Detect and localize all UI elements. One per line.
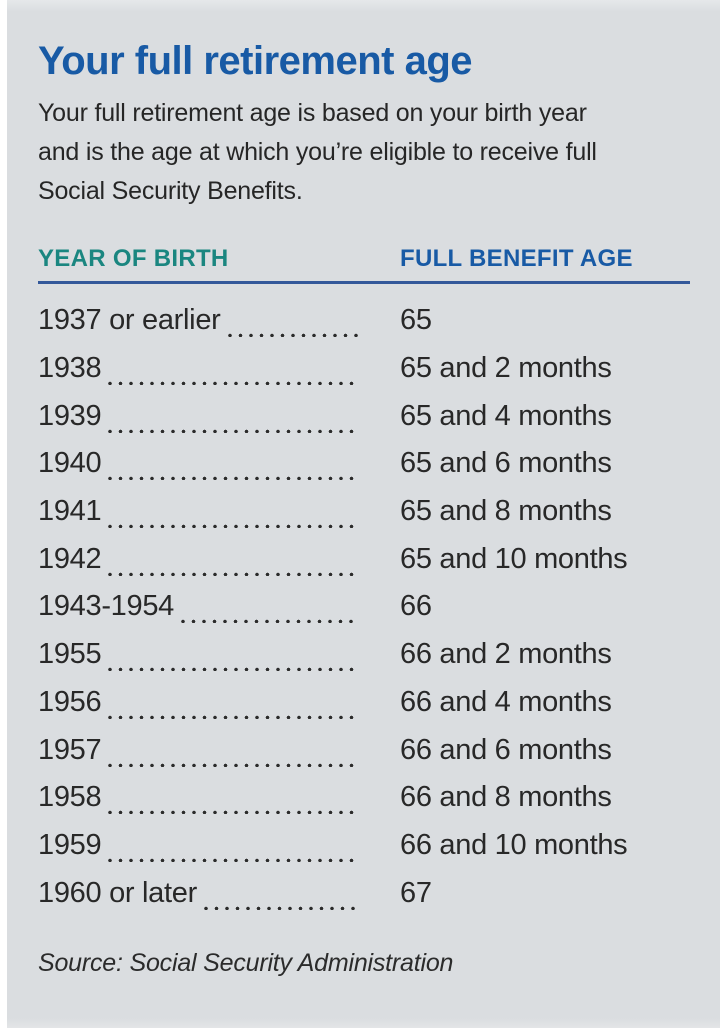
year-of-birth-value: 1943-1954 bbox=[38, 590, 174, 623]
source-note: Source: Social Security Administration bbox=[38, 949, 454, 977]
table-row: 1940 65 and 6 months bbox=[38, 440, 698, 488]
year-cell: 1937 or earlier bbox=[38, 304, 400, 338]
benefit-age-value: 66 and 4 months bbox=[400, 685, 612, 718]
table-row: 1960 or later 67 bbox=[38, 869, 698, 917]
table-row: 1955 66 and 2 months bbox=[38, 631, 698, 679]
table-body: 1937 or earlier 65 1938 65 and 2 months … bbox=[38, 297, 698, 917]
year-cell: 1959 bbox=[38, 828, 400, 862]
year-of-birth-value: 1955 bbox=[38, 638, 102, 671]
year-cell: 1960 or later bbox=[38, 876, 400, 910]
page-title: Your full retirement age bbox=[38, 39, 473, 83]
year-cell: 1938 bbox=[38, 352, 400, 386]
year-cell: 1956 bbox=[38, 685, 400, 719]
dot-leader bbox=[105, 447, 358, 481]
subtitle-line-3: Social Security Benefits. bbox=[38, 177, 303, 205]
dot-leader bbox=[105, 685, 358, 719]
dot-leader bbox=[224, 304, 358, 338]
dot-leader bbox=[105, 352, 358, 386]
year-of-birth-value: 1956 bbox=[38, 685, 102, 718]
subtitle: Your full retirement age is based on you… bbox=[38, 94, 597, 211]
table-header-row: YEAR OF BIRTH FULL BENEFIT AGE bbox=[38, 246, 690, 272]
dot-leader bbox=[105, 828, 358, 862]
year-of-birth-value: 1939 bbox=[38, 399, 102, 432]
benefit-age-value: 65 and 4 months bbox=[400, 399, 612, 432]
year-of-birth-value: 1940 bbox=[38, 447, 102, 480]
year-of-birth-value: 1941 bbox=[38, 495, 102, 528]
benefit-age-value: 66 and 6 months bbox=[400, 733, 612, 766]
benefit-age-value: 65 and 8 months bbox=[400, 495, 612, 528]
year-of-birth-value: 1960 or later bbox=[38, 876, 197, 909]
table-row: 1942 65 and 10 months bbox=[38, 535, 698, 583]
year-of-birth-value: 1942 bbox=[38, 542, 102, 575]
table-row: 1938 65 and 2 months bbox=[38, 345, 698, 393]
year-cell: 1955 bbox=[38, 638, 400, 672]
subtitle-line-2: and is the age at which you’re eligible … bbox=[38, 138, 597, 166]
table-row: 1957 66 and 6 months bbox=[38, 726, 698, 774]
year-of-birth-value: 1959 bbox=[38, 828, 102, 861]
year-of-birth-value: 1938 bbox=[38, 352, 102, 385]
dot-leader bbox=[105, 542, 358, 576]
year-cell: 1941 bbox=[38, 495, 400, 529]
dot-leader bbox=[105, 495, 358, 529]
benefit-age-value: 65 and 6 months bbox=[400, 447, 612, 480]
year-cell: 1943-1954 bbox=[38, 590, 400, 624]
year-of-birth-value: 1937 or earlier bbox=[38, 304, 221, 337]
header-divider-rule bbox=[38, 281, 690, 284]
year-cell: 1940 bbox=[38, 447, 400, 481]
year-cell: 1957 bbox=[38, 733, 400, 767]
dot-leader bbox=[178, 590, 358, 624]
year-of-birth-value: 1958 bbox=[38, 781, 102, 814]
column-header-full-benefit-age: FULL BENEFIT AGE bbox=[400, 245, 633, 272]
table-row: 1939 65 and 4 months bbox=[38, 392, 698, 440]
subtitle-line-1: Your full retirement age is based on you… bbox=[38, 99, 587, 127]
dot-leader bbox=[200, 876, 358, 910]
year-of-birth-value: 1957 bbox=[38, 733, 102, 766]
year-cell: 1958 bbox=[38, 781, 400, 815]
dot-leader bbox=[105, 399, 358, 433]
benefit-age-value: 66 bbox=[400, 590, 432, 623]
benefit-age-value: 66 and 8 months bbox=[400, 781, 612, 814]
year-cell: 1939 bbox=[38, 399, 400, 433]
benefit-age-value: 66 and 10 months bbox=[400, 828, 628, 861]
retirement-age-panel: Your full retirement age Your full retir… bbox=[7, 0, 720, 1028]
table-row: 1956 66 and 4 months bbox=[38, 679, 698, 727]
table-row: 1937 or earlier 65 bbox=[38, 297, 698, 345]
benefit-age-value: 65 and 2 months bbox=[400, 352, 612, 385]
table-row: 1959 66 and 10 months bbox=[38, 822, 698, 870]
dot-leader bbox=[105, 733, 358, 767]
dot-leader bbox=[105, 638, 358, 672]
year-cell: 1942 bbox=[38, 542, 400, 576]
table-row: 1941 65 and 8 months bbox=[38, 488, 698, 536]
table-row: 1943-1954 66 bbox=[38, 583, 698, 631]
benefit-age-value: 65 and 10 months bbox=[400, 542, 628, 575]
column-header-year-of-birth: YEAR OF BIRTH bbox=[38, 245, 229, 272]
benefit-age-value: 67 bbox=[400, 876, 432, 909]
benefit-age-value: 66 and 2 months bbox=[400, 638, 612, 671]
table-row: 1958 66 and 8 months bbox=[38, 774, 698, 822]
dot-leader bbox=[105, 781, 358, 815]
benefit-age-value: 65 bbox=[400, 304, 432, 337]
